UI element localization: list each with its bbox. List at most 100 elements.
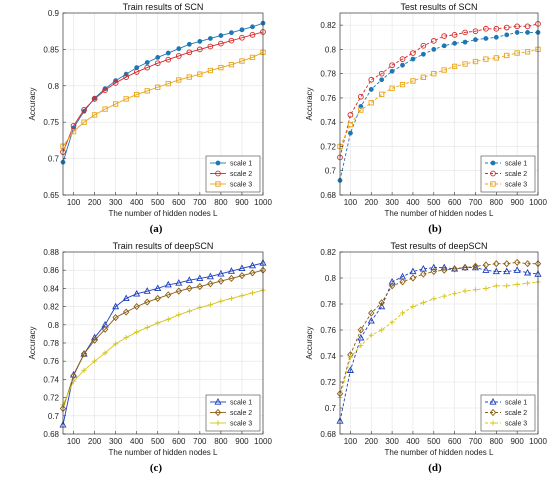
data-point: [514, 281, 520, 288]
data-point: [399, 81, 406, 88]
data-point: [197, 38, 203, 44]
data-point: [524, 280, 531, 286]
data-point: [513, 258, 521, 266]
panel-caption: (b): [428, 223, 442, 235]
data-point: [112, 101, 119, 107]
x-tick-label: 500: [151, 198, 165, 207]
x-tick-label: 700: [193, 198, 207, 207]
x-tick-label: 200: [88, 437, 102, 446]
legend-marker: [489, 398, 497, 405]
y-tick-label: 0.72: [320, 142, 336, 151]
data-point: [504, 52, 510, 59]
legend-label: scale 2: [230, 410, 252, 417]
data-point: [186, 74, 192, 80]
data-point: [358, 107, 364, 113]
data-point: [389, 68, 395, 74]
y-axis-label: Accuracy: [305, 88, 314, 121]
data-point: [70, 122, 77, 129]
data-point: [524, 268, 532, 276]
x-tick-label: 300: [109, 198, 123, 207]
x-tick-label: 500: [427, 437, 441, 446]
series-line-2: [339, 23, 539, 158]
chart-title: Train results of SCN: [123, 2, 204, 12]
data-point: [451, 265, 458, 273]
x-tick-label: 200: [365, 198, 379, 207]
chart-panel-3: 100 200 300 400 500 600 700 800 900 1000 0.68 0.7 0.…: [28, 241, 272, 474]
data-point: [144, 298, 151, 306]
plot-frame: [62, 12, 264, 196]
legend-marker: [490, 420, 496, 426]
data-point: [154, 60, 161, 67]
legend-marker: [215, 420, 221, 426]
data-point: [346, 366, 354, 373]
data-point: [81, 119, 87, 125]
data-point: [503, 267, 511, 275]
data-point: [451, 31, 458, 38]
data-point: [228, 295, 235, 302]
data-point: [461, 263, 469, 271]
data-point: [358, 343, 364, 349]
y-tick-label: 0.88: [43, 248, 59, 257]
legend-label: scale 1: [505, 400, 527, 407]
data-point: [504, 283, 510, 289]
data-point: [70, 378, 77, 384]
data-point: [123, 334, 129, 341]
y-axis-label: Accuracy: [28, 88, 37, 121]
data-point: [91, 358, 98, 364]
data-point: [144, 324, 150, 331]
x-tick-label: 300: [385, 198, 399, 207]
data-point: [493, 25, 500, 32]
data-point: [513, 266, 521, 273]
panel-caption: (c): [150, 462, 163, 474]
data-point: [357, 93, 364, 100]
data-point: [176, 46, 182, 52]
data-point: [420, 300, 426, 306]
data-point: [133, 303, 140, 311]
data-point: [249, 269, 256, 277]
series-line-2: [339, 261, 538, 394]
data-point: [102, 350, 108, 356]
data-point: [368, 100, 374, 106]
data-point: [196, 283, 204, 291]
data-point: [207, 280, 214, 288]
data-point: [357, 326, 365, 334]
data-point: [228, 37, 235, 44]
y-tick-label: 0.86: [43, 266, 59, 275]
y-tick-label: 0.82: [320, 21, 336, 30]
y-tick-label: 0.76: [320, 94, 336, 103]
data-point: [81, 367, 87, 373]
data-point: [176, 312, 182, 318]
legend-label: scale 2: [505, 410, 527, 417]
data-point: [462, 39, 468, 45]
data-point: [504, 32, 510, 38]
y-tick-label: 0.82: [43, 303, 59, 312]
data-point: [238, 264, 246, 272]
data-point: [420, 51, 426, 57]
y-axis-label: Accuracy: [28, 327, 37, 360]
data-point: [420, 42, 427, 49]
data-point: [493, 260, 500, 268]
data-point: [514, 23, 521, 30]
legend: scale 1 scale 2 scale 3: [205, 155, 261, 193]
data-point: [206, 272, 214, 280]
legend-marker: [490, 181, 496, 187]
chart-panel-4: 100 200 300 400 500 600 700 800 900 1000 0.68 0.7 0.…: [305, 241, 547, 474]
data-point: [81, 106, 87, 113]
x-tick-label: 400: [130, 437, 144, 446]
data-point: [389, 62, 395, 69]
data-point: [472, 58, 479, 65]
data-point: [514, 30, 520, 35]
data-point: [112, 80, 119, 86]
y-tick-label: 0.65: [43, 191, 59, 200]
y-tick-label: 0.82: [320, 248, 336, 257]
y-tick-label: 0.8: [325, 274, 337, 283]
x-tick-label: 100: [67, 198, 81, 207]
data-point: [388, 282, 396, 290]
data-point: [91, 336, 98, 344]
x-tick-label: 800: [214, 198, 228, 207]
data-point: [239, 27, 245, 33]
data-point: [249, 54, 256, 61]
data-point: [122, 308, 130, 316]
data-point: [347, 112, 354, 118]
data-point: [186, 308, 192, 314]
